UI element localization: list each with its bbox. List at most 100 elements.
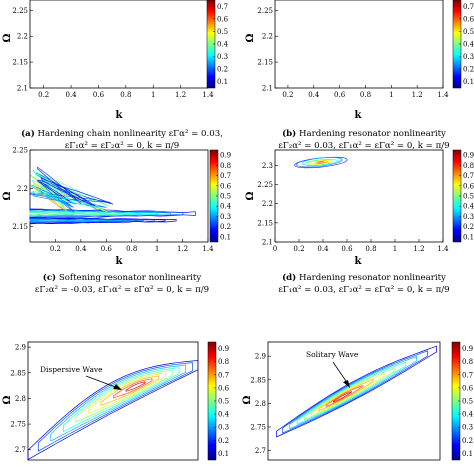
colorbar-tick-label: 0.6 xyxy=(217,15,229,23)
panel-d-ticks: 0 0.2 0.4 0.6 0.8 1 1.2 1.4 2.1 2.15 2.2 2.25 2.3 xyxy=(257,162,449,253)
colorbar-tick-label: 0.1 xyxy=(220,233,231,241)
y-tick-label: 2.2 xyxy=(17,185,28,193)
contour-line xyxy=(38,178,96,203)
y-tick-label: 2.8 xyxy=(15,395,26,403)
panel-c-data xyxy=(29,166,196,225)
panel-f: 2.72.752.82.852.9 Ω 0.10.20.30.40.50.60.… xyxy=(242,341,474,461)
colorbar-tick-label: 0.8 xyxy=(462,358,473,366)
y-tick-label: 2.15 xyxy=(257,219,273,227)
x-tick-label: 1 xyxy=(389,91,393,99)
y-tick-label: 2.75 xyxy=(10,421,26,429)
colorbar-tick-label: 0.3 xyxy=(463,53,474,61)
panel-e-ticks: 2.7 2.75 2.8 2.85 2.9 xyxy=(10,344,31,454)
x-tick-label: 0.6 xyxy=(334,91,346,99)
colorbar-tick-label: 0.2 xyxy=(217,66,228,74)
contour-line xyxy=(318,378,374,412)
colorbar-tick-label: 0.6 xyxy=(463,15,474,23)
panel-f-annotation-arrowhead xyxy=(343,380,350,388)
panel-e-annotation-arrowhead xyxy=(113,384,122,390)
colorbar-tick-label: 0.4 xyxy=(463,203,474,211)
panel-c-caption-label: (c) xyxy=(43,272,56,283)
panel-d: 0 0.2 0.4 0.6 0.8 1 1.2 1.42.12.152.22.252.3 Ω … xyxy=(245,149,474,295)
contour-line xyxy=(332,391,352,403)
colorbar-tick-label: 0.3 xyxy=(220,213,231,221)
x-tick-label: 0.8 xyxy=(360,91,371,99)
x-tick-label: 0.6 xyxy=(93,91,105,99)
colorbar-tick-label: 0.2 xyxy=(218,437,229,445)
contour-line xyxy=(325,384,363,407)
y-tick-label: 2.85 xyxy=(10,369,26,377)
x-tick-label: 1.2 xyxy=(177,245,188,253)
panel-e-colorbar-ticks: 0.1 0.2 0.3 0.4 0.5 0.6 0.7 0.8 0.9 xyxy=(214,345,230,458)
colorbar-tick-label: 0.3 xyxy=(463,213,474,221)
colorbar-tick-label: 0.1 xyxy=(218,450,229,458)
x-tick-label: 0.4 xyxy=(317,245,329,253)
x-tick-label: 0.4 xyxy=(308,91,320,99)
panel-a: 0.2 0.4 0.6 0.8 1 1.2 1.4 2.1 2.15 2.2 2.25 Ω k 0.… xyxy=(2,0,229,151)
colorbar-tick-label: 0.2 xyxy=(463,66,474,74)
colorbar-tick-label: 0.5 xyxy=(217,28,228,36)
panel-e-annotation: Dispersive Wave xyxy=(40,365,103,374)
panel-b-axes xyxy=(274,0,444,89)
panel-e-ylabel: Ω xyxy=(2,395,13,404)
y-tick-label: 2.85 xyxy=(250,376,266,384)
x-tick-label: 0.6 xyxy=(101,245,113,253)
colorbar-tick-label: 0.1 xyxy=(463,233,474,241)
colorbar-tick-label: 0.6 xyxy=(463,182,474,190)
colorbar-tick-label: 0.3 xyxy=(218,424,229,432)
y-tick-label: 2.1 xyxy=(17,85,28,93)
colorbar-tick-label: 0.6 xyxy=(462,384,474,392)
contour-line xyxy=(113,378,153,399)
contour-line xyxy=(75,369,173,423)
panel-b-caption-text: Hardening resonator nonlinearity xyxy=(299,129,446,139)
contour-line xyxy=(100,375,160,406)
panel-d-axes xyxy=(274,149,444,243)
x-tick-label: 1.2 xyxy=(175,91,186,99)
contour-line xyxy=(29,212,134,216)
panel-c-caption-line1: (c) Softening resonator nonlinearity xyxy=(43,272,202,283)
x-tick-label: 1.4 xyxy=(202,91,214,99)
contour-line xyxy=(311,373,385,416)
x-tick-label: 1 xyxy=(151,91,155,99)
colorbar-tick-label: 0.3 xyxy=(462,424,473,432)
y-tick-label: 2.9 xyxy=(15,344,26,352)
colorbar-tick-label: 0.5 xyxy=(463,28,474,36)
y-tick-label: 2.3 xyxy=(262,162,273,170)
contour-line xyxy=(317,161,325,164)
panel-b-xlabel: k xyxy=(355,110,363,121)
colorbar-tick-label: 0.7 xyxy=(462,371,473,379)
panel-a-ticks: 0.2 0.4 0.6 0.8 1 1.2 1.4 2.1 2.15 2.2 2.25 xyxy=(12,7,214,99)
colorbar-tick-label: 0.4 xyxy=(463,41,474,49)
panel-d-caption-text: Hardening resonator nonlinearity xyxy=(299,273,446,283)
panel-a-caption-line1: (a) Hardening chain nonlinearity εΓα² = … xyxy=(21,128,223,139)
x-tick-label: 1 xyxy=(155,245,159,253)
panel-a-caption-label: (a) xyxy=(21,128,35,139)
y-tick-label: 2.2 xyxy=(262,33,273,41)
contour-line xyxy=(301,157,342,166)
y-tick-label: 2.2 xyxy=(17,33,28,41)
panel-f-data xyxy=(276,345,437,438)
contour-line xyxy=(29,208,196,219)
panel-a-ylabel: Ω xyxy=(2,33,13,42)
contour-line xyxy=(303,367,396,421)
contour-line xyxy=(282,350,428,434)
panel-c-caption-text: Softening resonator nonlinearity xyxy=(59,273,202,283)
colorbar-tick-label: 0.3 xyxy=(217,53,228,61)
colorbar-tick-label: 0.5 xyxy=(218,398,229,406)
contour-line xyxy=(289,356,418,430)
colorbar-tick-label: 0.1 xyxy=(462,450,473,458)
panel-e-data xyxy=(27,360,199,461)
y-tick-label: 2.25 xyxy=(257,7,273,15)
panel-f-ticks: 2.7 2.75 2.8 2.85 2.9 xyxy=(250,353,271,455)
colorbar-tick-label: 0.5 xyxy=(463,193,474,201)
colorbar-tick-label: 0.9 xyxy=(218,345,229,353)
x-tick-label: 1 xyxy=(393,245,397,253)
colorbar-tick-label: 0.9 xyxy=(220,152,231,160)
panel-f-ylabel: Ω xyxy=(242,395,253,404)
contour-line xyxy=(27,360,199,461)
y-tick-label: 2.1 xyxy=(262,85,273,93)
contour-line xyxy=(39,188,74,208)
contour-line xyxy=(50,364,187,442)
colorbar-tick-label: 0.2 xyxy=(220,223,231,231)
